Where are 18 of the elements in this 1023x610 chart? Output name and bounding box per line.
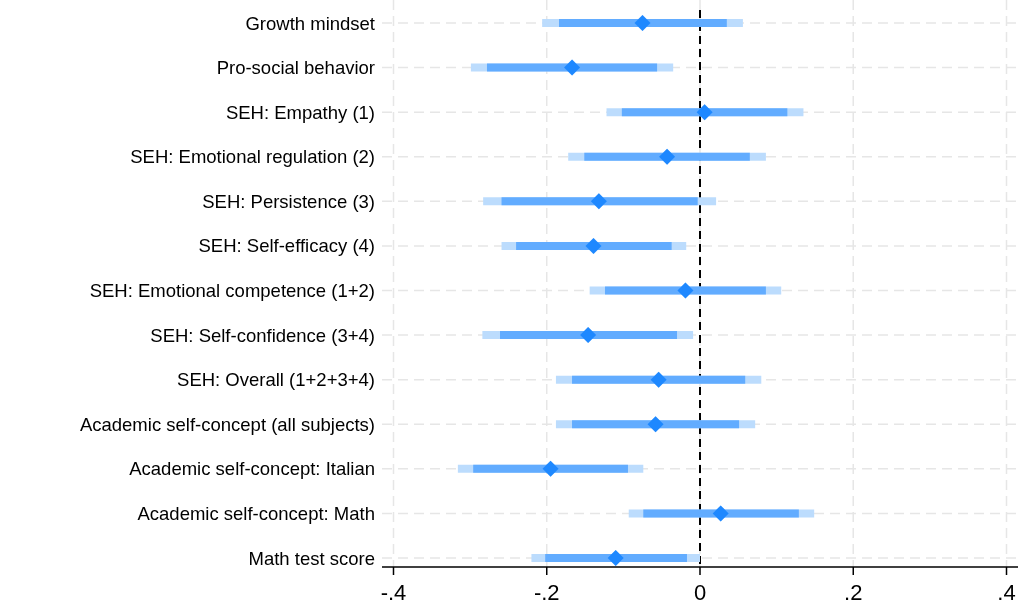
y-tick-label: SEH: Self-confidence (3+4)	[150, 324, 375, 346]
y-tick-label: Academic self-concept: Math	[137, 502, 375, 524]
y-tick-label: SEH: Persistence (3)	[202, 190, 375, 212]
x-tick-label: -.4	[380, 580, 407, 605]
x-tick-label: 0	[693, 580, 707, 605]
x-tick-label: -.2	[533, 580, 560, 605]
y-tick-label: SEH: Emotional regulation (2)	[130, 146, 375, 168]
y-tick-label: SEH: Empathy (1)	[225, 101, 375, 123]
y-tick-label: Pro-social behavior	[216, 57, 375, 79]
y-tick-label: SEH: Emotional competence (1+2)	[89, 280, 375, 301]
y-tick-label: Growth mindset	[245, 12, 375, 34]
y-tick-label: Academic self-concept: Italian	[129, 458, 375, 480]
x-tick-label: .2	[844, 580, 863, 605]
x-tick-label: .4	[997, 580, 1016, 605]
y-tick-label: Math test score	[248, 547, 375, 569]
y-tick-label: Academic self-concept (all subjects)	[79, 413, 375, 435]
y-tick-label: SEH: Overall (1+2+3+4)	[177, 369, 375, 391]
y-tick-label: SEH: Self-efficacy (4)	[198, 235, 375, 257]
